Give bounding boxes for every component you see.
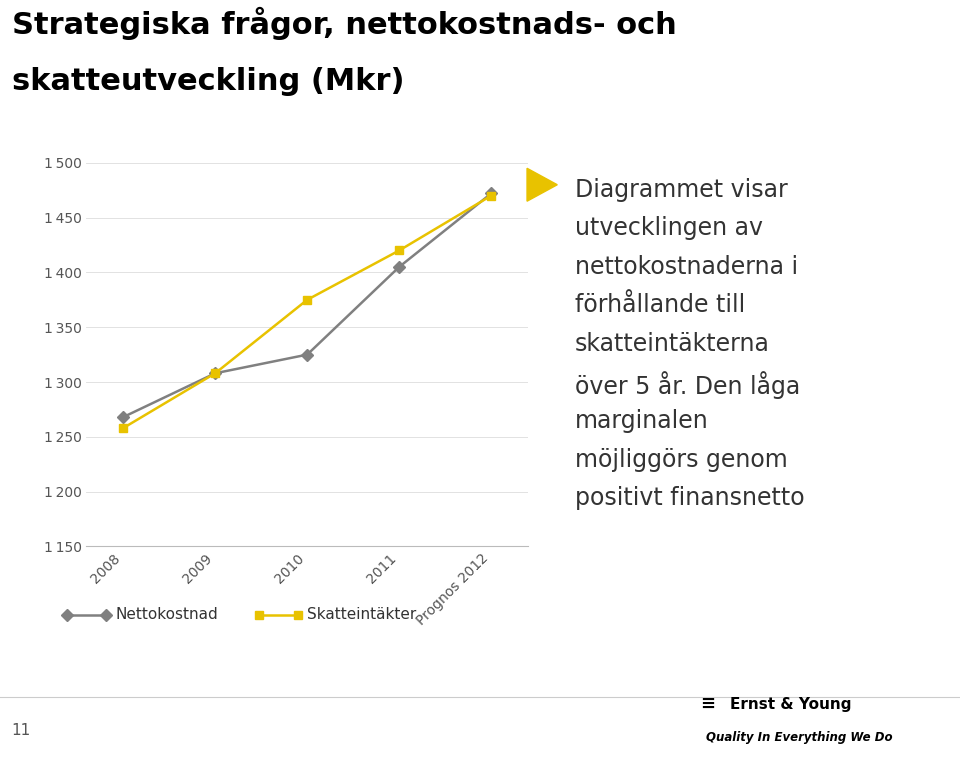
Text: Nettokostnad: Nettokostnad (115, 607, 218, 622)
Text: utvecklingen av: utvecklingen av (574, 216, 762, 241)
Polygon shape (527, 168, 558, 201)
Text: skatteintäkterna: skatteintäkterna (574, 332, 769, 356)
Text: 11: 11 (12, 723, 31, 738)
Text: skatteutveckling (Mkr): skatteutveckling (Mkr) (12, 67, 404, 96)
Text: nettokostnaderna i: nettokostnaderna i (574, 255, 798, 279)
Text: positivt finansnetto: positivt finansnetto (574, 487, 804, 510)
Text: ≡: ≡ (701, 695, 722, 713)
Text: möjliggörs genom: möjliggörs genom (574, 448, 787, 472)
Text: Diagrammet visar: Diagrammet visar (574, 178, 787, 202)
Text: Strategiska frågor, nettokostnads- och: Strategiska frågor, nettokostnads- och (12, 6, 676, 39)
Text: Skatteintäkter: Skatteintäkter (307, 607, 417, 622)
Text: Quality In Everything We Do: Quality In Everything We Do (706, 731, 892, 745)
Text: Ernst & Young: Ernst & Young (730, 697, 852, 712)
Text: marginalen: marginalen (574, 409, 708, 433)
Text: förhållande till: förhållande till (574, 294, 745, 317)
Text: över 5 år. Den låga: över 5 år. Den låga (574, 370, 800, 398)
